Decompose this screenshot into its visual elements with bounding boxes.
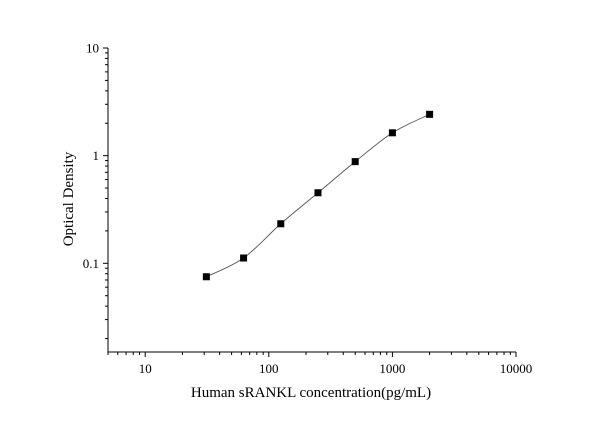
x-tick-label: 100	[259, 361, 279, 376]
x-tick-label: 1000	[379, 361, 405, 376]
x-tick-label: 10	[139, 361, 152, 376]
data-point	[277, 220, 285, 228]
data-point	[388, 129, 396, 137]
data-point	[202, 273, 210, 281]
ticks: 10 100 1000 10000 0.1 1 10	[83, 41, 533, 377]
y-tick-label: 10	[86, 41, 99, 56]
data-point	[351, 158, 359, 166]
x-axis-label: Human sRANKL concentration(pg/mL)	[191, 385, 431, 401]
data-points	[202, 110, 434, 281]
y-axis-label: Optical Density	[61, 151, 77, 246]
axes	[107, 48, 516, 353]
data-point	[314, 189, 322, 197]
data-point	[426, 110, 434, 118]
y-tick-label: 0.1	[83, 256, 99, 271]
x-tick-label: 10000	[500, 361, 533, 376]
y-tick-label: 1	[93, 148, 100, 163]
data-point	[240, 254, 248, 262]
